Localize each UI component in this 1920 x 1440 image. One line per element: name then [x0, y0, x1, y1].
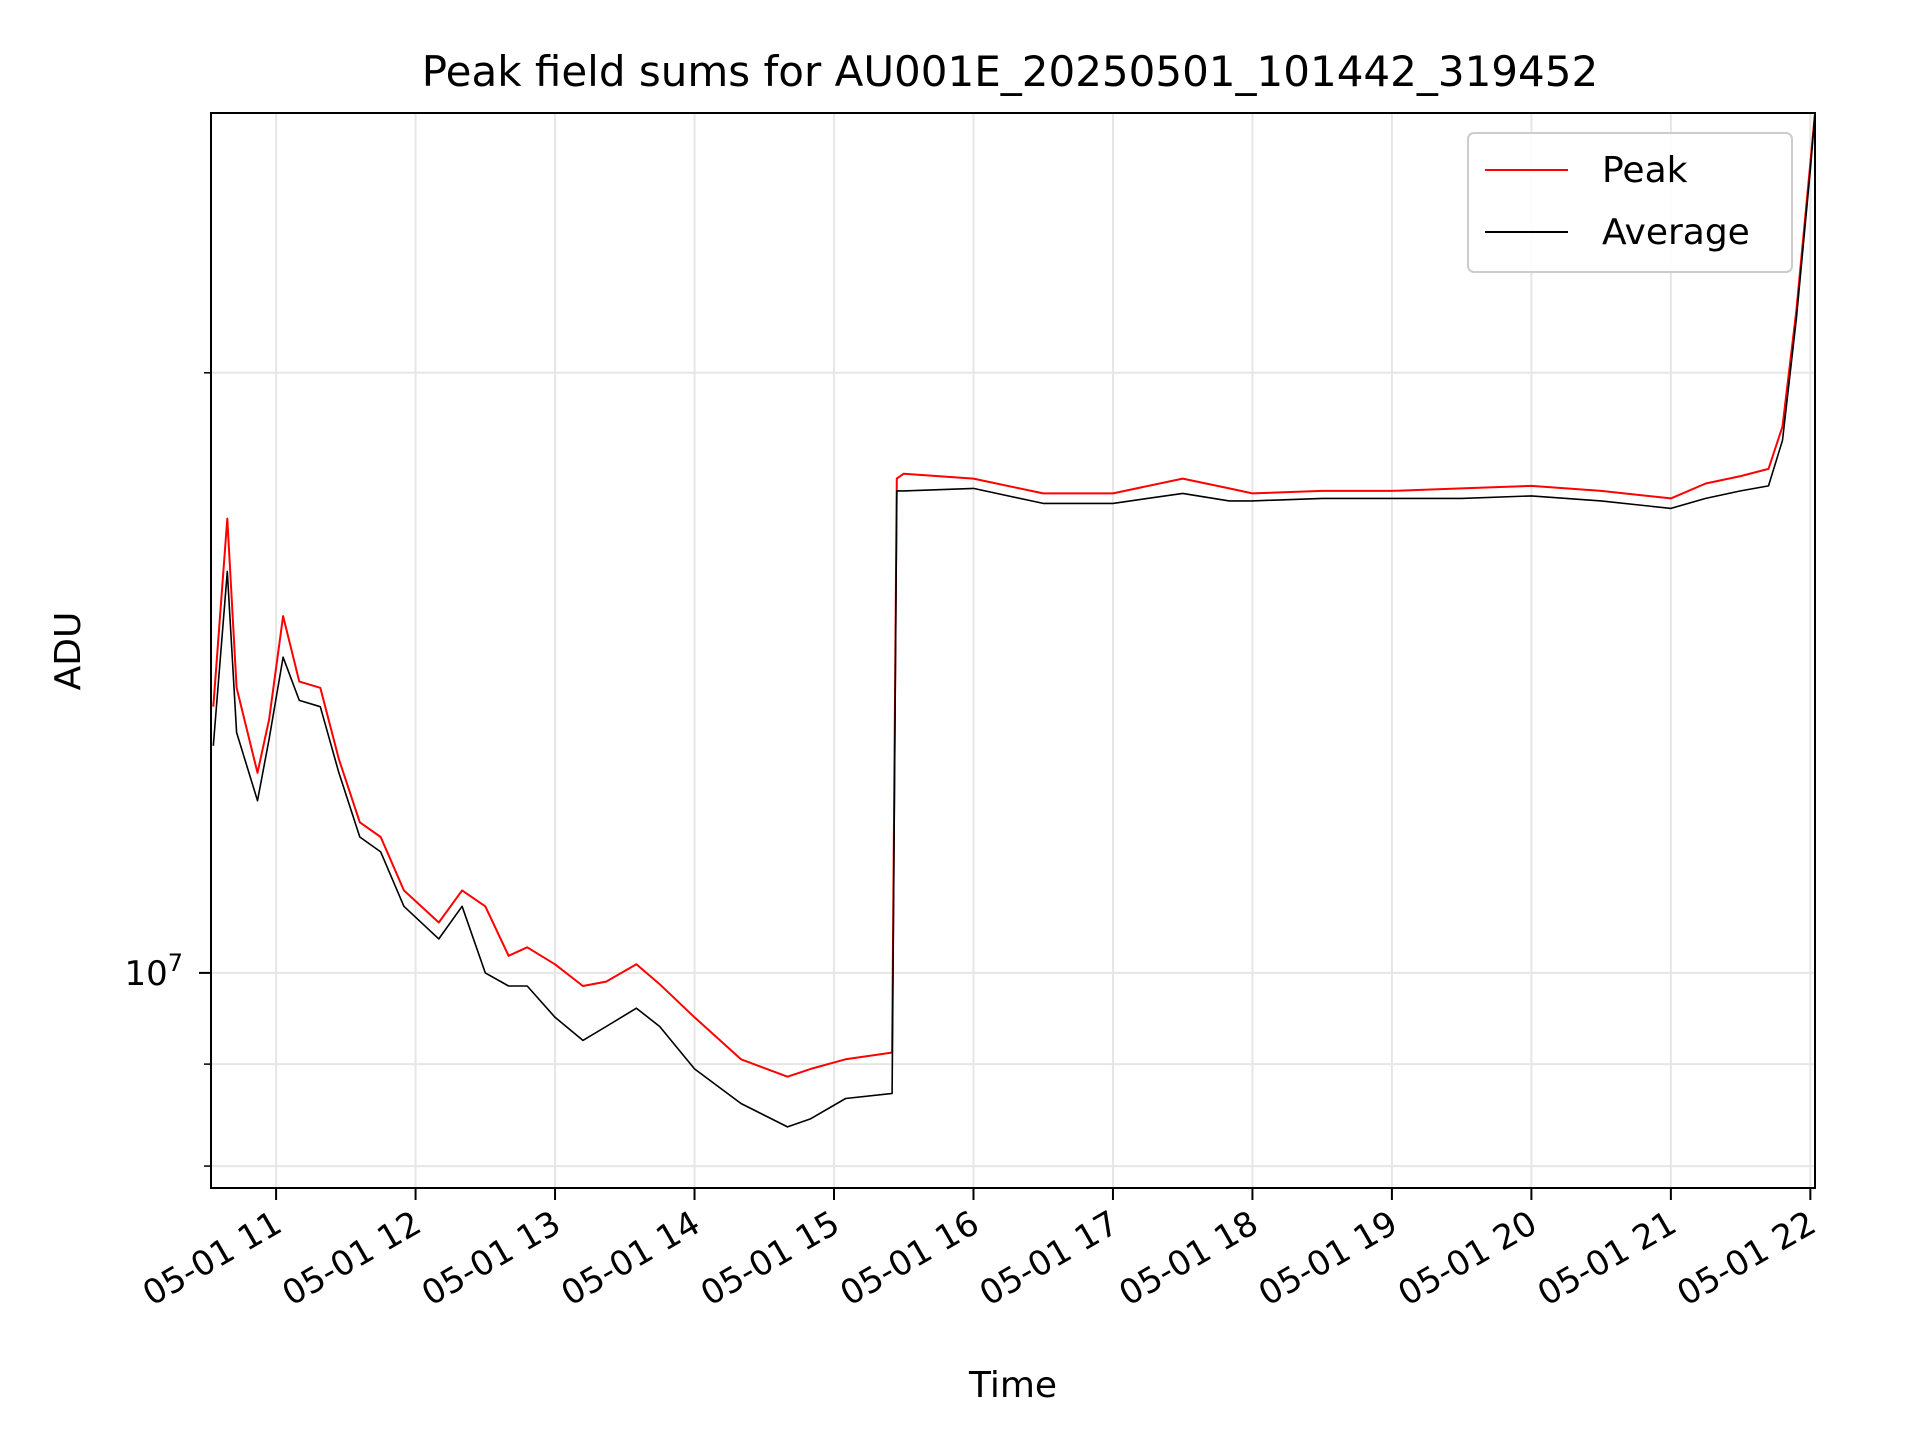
legend: Peak Average	[1467, 132, 1793, 273]
legend-box	[1467, 132, 1793, 273]
grid	[211, 113, 1815, 1188]
series-line-average	[212, 112, 1816, 1128]
series-line-peak	[212, 112, 1816, 1078]
plot-frame	[210, 112, 1816, 1189]
y-axis-label: ADU	[48, 612, 89, 691]
chart-title: Peak field sums for AU001E_20250501_1014…	[422, 47, 1598, 96]
x-axis-label: Time	[968, 1365, 1057, 1406]
legend-average-label: Average	[1602, 212, 1750, 253]
plot-lines	[212, 112, 1816, 1128]
legend-peak-label: Peak	[1602, 150, 1688, 191]
